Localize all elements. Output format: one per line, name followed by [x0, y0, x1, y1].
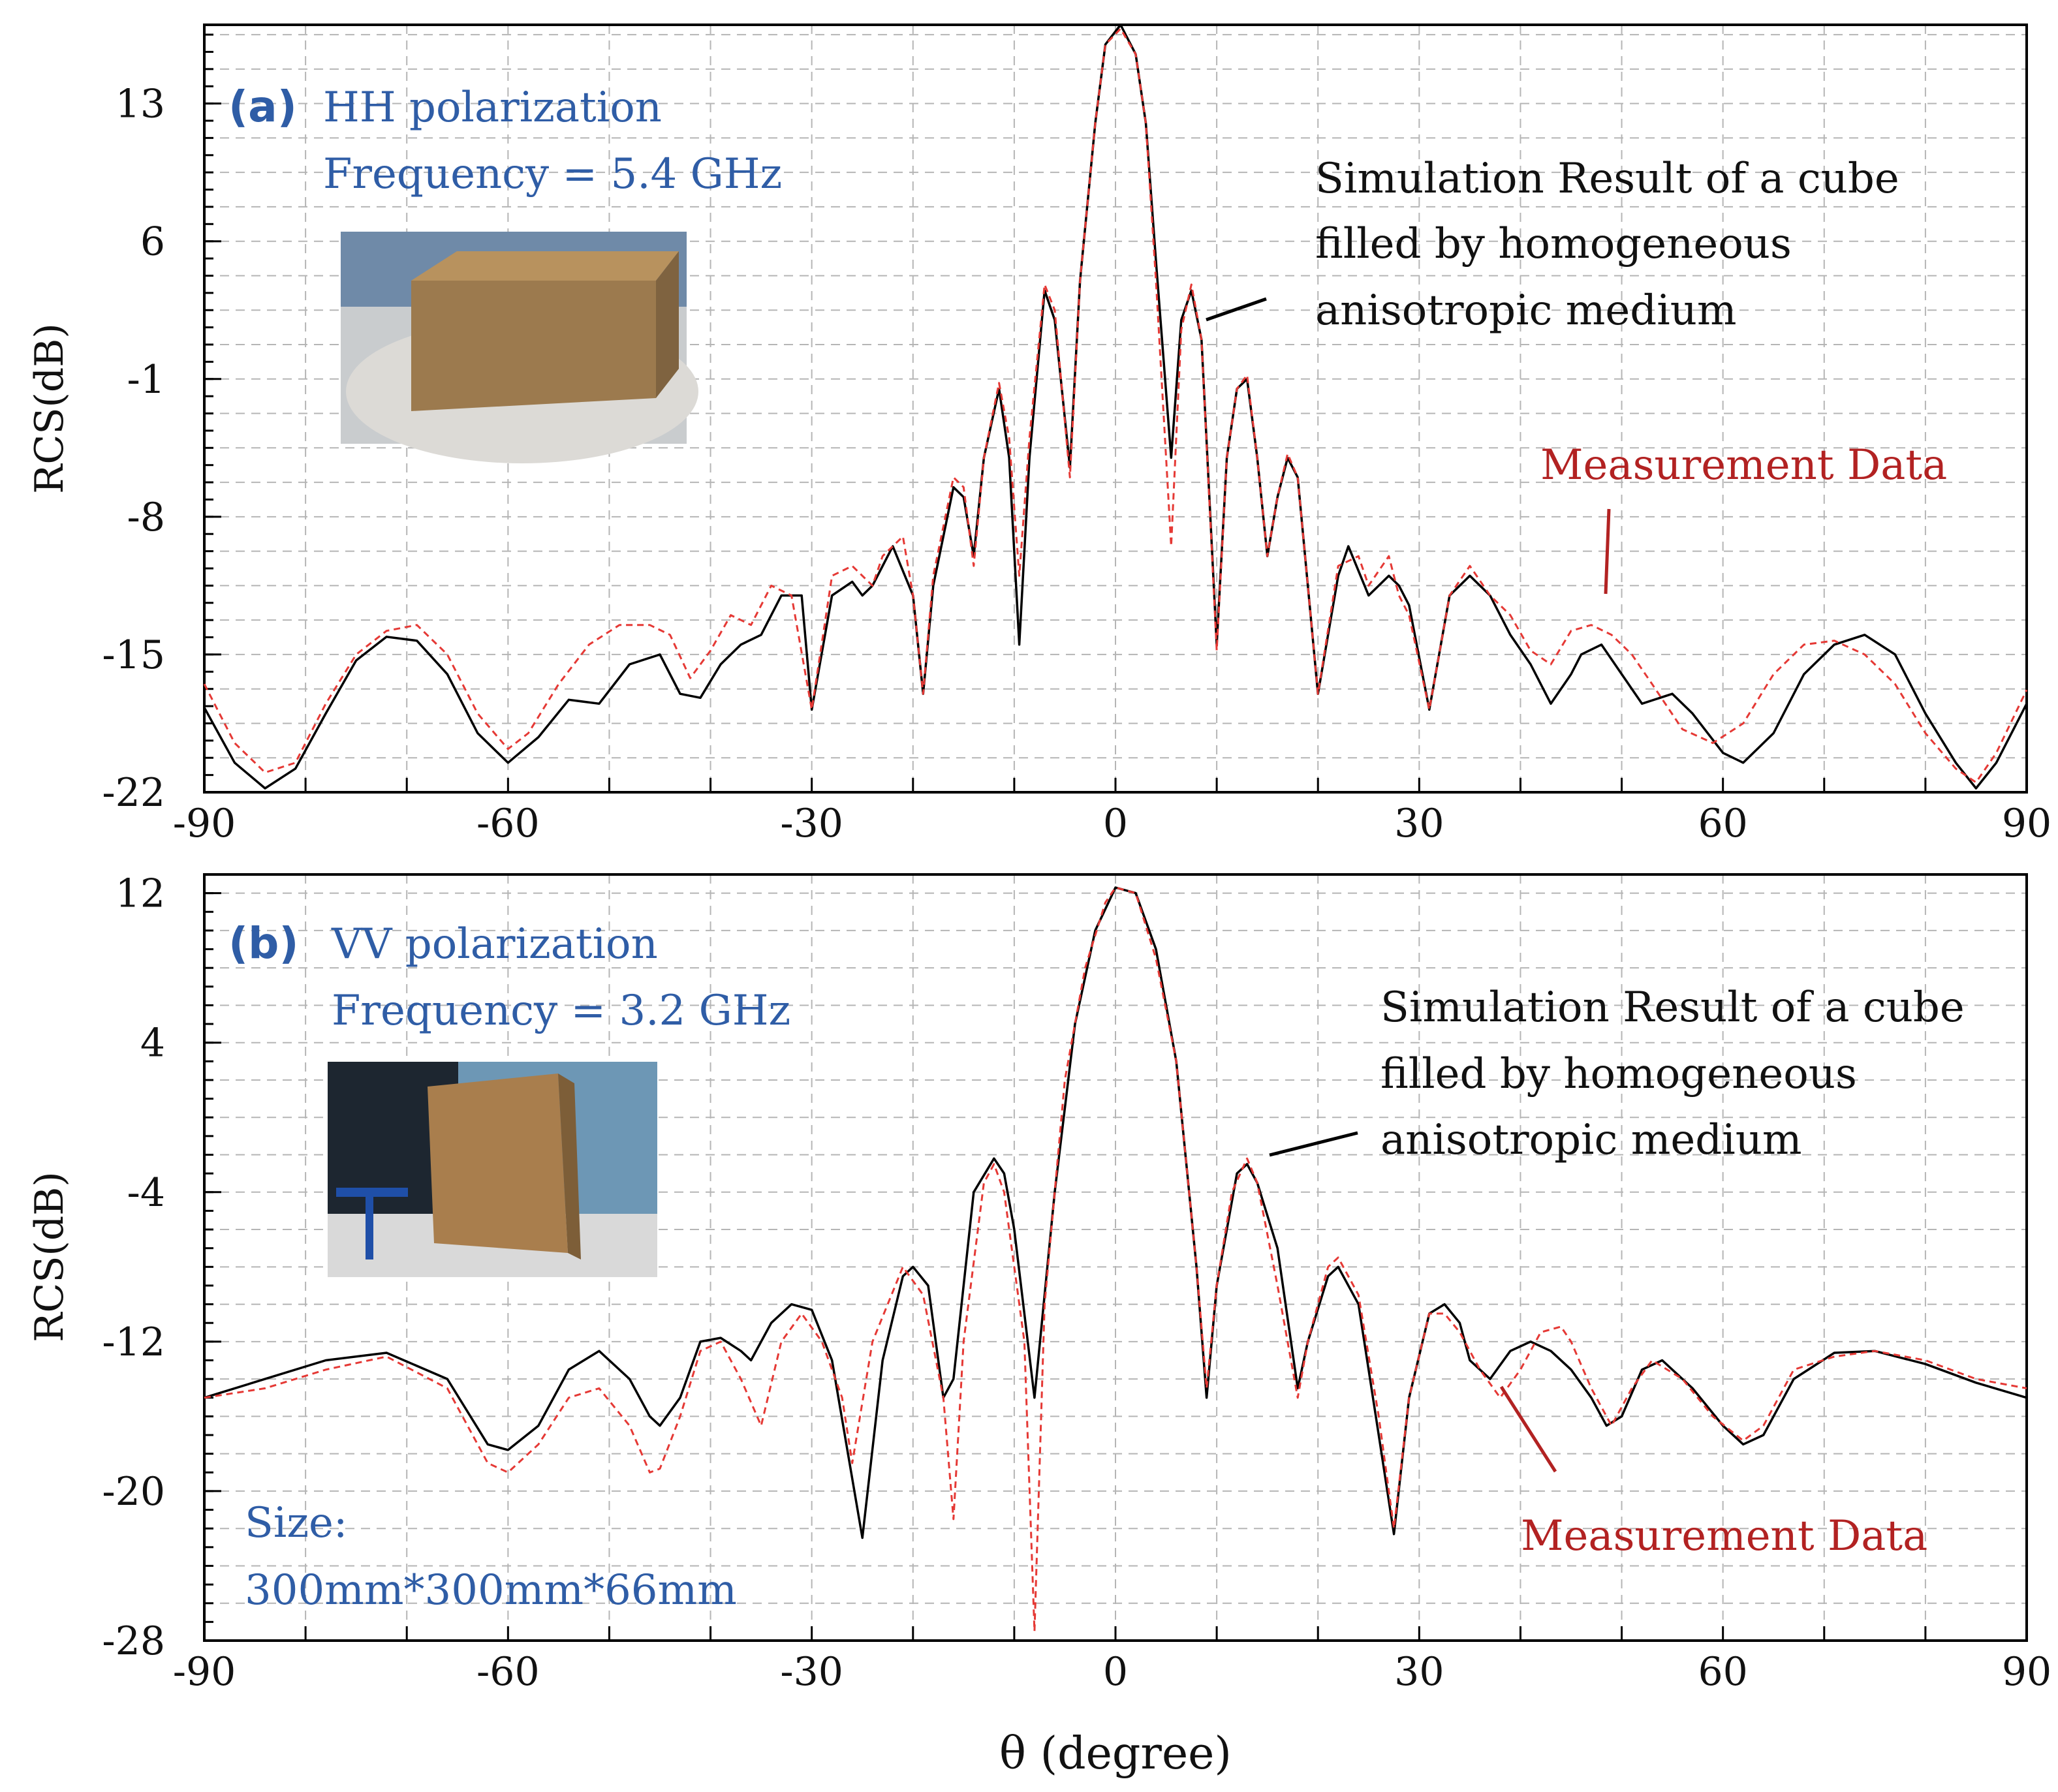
- panel-a-y-axis-title: RCS(dB): [27, 323, 72, 494]
- panel-a-sim-pointer: [1206, 297, 1267, 322]
- panel-a-hh-polarization: -90 -60 -30 0 30 60 90 13 6 -1 -8 -15 -22 RCS(dB) (…: [27, 23, 2051, 846]
- panel-b-sim-annotation-line3: anisotropic medium: [1380, 1116, 1802, 1164]
- panel-a-y-tick-label: -8: [127, 495, 165, 540]
- panel-a-y-tick-label: -15: [102, 632, 165, 678]
- panel-a-measurement-line: [203, 27, 2028, 784]
- panel-a-x-tick-labels: -90 -60 -30 0 30 60 90: [173, 801, 2051, 846]
- panel-a-y-tick-label: -1: [127, 357, 165, 403]
- panel-a-polarization: HH polarization: [323, 84, 662, 132]
- panel-a-meas-pointer: [1604, 508, 1611, 595]
- panel-a-x-tick-label: 30: [1394, 801, 1444, 846]
- panel-a-y-tick-labels: 13 6 -1 -8 -15 -22: [102, 82, 165, 816]
- panel-b-x-tick-label: -30: [780, 1649, 843, 1695]
- panel-b-measurement-line: [204, 886, 2027, 1633]
- panel-b-y-tick-label: 4: [140, 1021, 165, 1066]
- panel-b-y-tick-label: 12: [116, 871, 165, 917]
- panel-a-sim-annotation-line2: filled by homogeneous: [1315, 220, 1792, 268]
- panel-a-sample-photo: [341, 232, 698, 463]
- panel-a-meas-annotation: Measurement Data: [1540, 441, 1947, 489]
- panel-a-series: [203, 23, 2028, 790]
- panel-b-vv-polarization: -90 -60 -30 0 30 60 90 124-4-12-20-28 RCS(dB) …: [27, 871, 2051, 1780]
- panel-b-series: [204, 886, 2027, 1633]
- panel-b-size-value: 300mm*300mm*66mm: [245, 1566, 737, 1614]
- panel-b-sim-annotation-line2: filled by homogeneous: [1380, 1050, 1857, 1098]
- panel-b-ticks: [204, 873, 1927, 1642]
- panel-b-x-tick-label: -90: [173, 1649, 236, 1695]
- panel-b-polarization: VV polarization: [331, 920, 658, 968]
- panel-b-x-tick-label: 60: [1698, 1649, 1747, 1695]
- panel-b-label: (b): [228, 918, 299, 968]
- panel-a-x-tick-label: 0: [1103, 801, 1128, 846]
- panel-b-sim-pointer: [1269, 1131, 1358, 1157]
- panel-b-y-tick-labels: 12 4 -4 -12 -20 -28: [102, 871, 165, 1664]
- panel-b-x-tick-labels: -90 -60 -30 0 30 60 90: [173, 1649, 2051, 1695]
- panel-a-y-tick-label: 6: [140, 219, 165, 265]
- panel-a-ticks: [204, 33, 1927, 794]
- panel-a-y-tick-label: 13: [116, 82, 165, 127]
- panel-a-x-tick-label: 60: [1698, 801, 1747, 846]
- panel-a-sim-annotation-line3: anisotropic medium: [1315, 286, 1737, 335]
- panel-a-x-tick-label: -30: [780, 801, 843, 846]
- panel-a-y-tick-label: -22: [102, 770, 165, 816]
- panel-b-y-axis-title: RCS(dB): [27, 1171, 72, 1342]
- panel-b-sample-photo: [328, 1062, 657, 1277]
- panel-b-size-label: Size:: [245, 1499, 347, 1547]
- panel-b-frequency: Frequency = 3.2 GHz: [332, 987, 790, 1035]
- panel-a-frequency: Frequency = 5.4 GHz: [323, 150, 782, 198]
- panel-b-x-axis-title: θ (degree): [999, 1728, 1232, 1780]
- panel-a-x-tick-label: 90: [2002, 801, 2051, 846]
- panel-b-meas-pointer: [1499, 1385, 1557, 1473]
- panel-b-y-tick-label: -12: [102, 1320, 165, 1365]
- panel-a-x-tick-label: -90: [173, 801, 236, 846]
- panel-a-x-tick-label: -60: [476, 801, 540, 846]
- panel-b-x-tick-label: 30: [1394, 1649, 1444, 1695]
- panel-b-meas-annotation: Measurement Data: [1521, 1512, 1927, 1560]
- panel-b-y-tick-label: -4: [127, 1170, 165, 1216]
- panel-b-sim-annotation-line1: Simulation Result of a cube: [1380, 983, 1965, 1032]
- panel-b-y-tick-label: -28: [102, 1618, 165, 1664]
- panel-a-sim-annotation-line1: Simulation Result of a cube: [1315, 155, 1899, 203]
- panel-b-x-tick-label: 90: [2002, 1649, 2051, 1695]
- panel-a-label: (a): [228, 82, 297, 132]
- panel-b-x-tick-label: -60: [476, 1649, 540, 1695]
- panel-b-y-tick-label: -20: [102, 1469, 165, 1515]
- panel-b-x-tick-label: 0: [1103, 1649, 1128, 1695]
